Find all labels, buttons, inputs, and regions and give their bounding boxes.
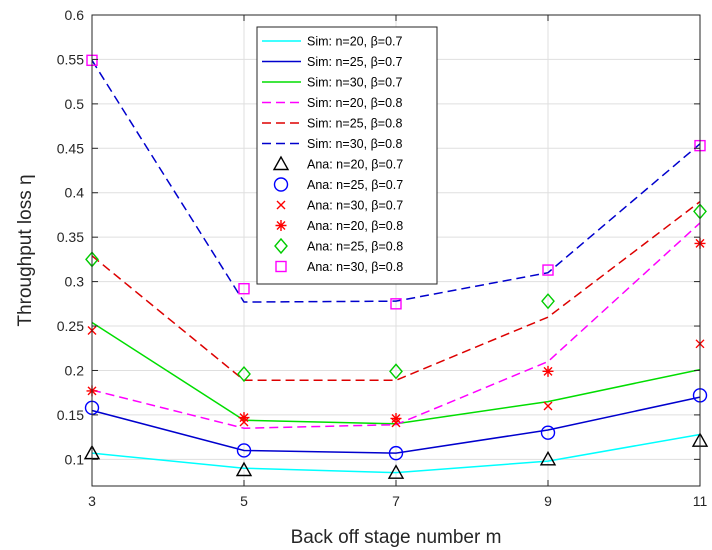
y-tick-label: 0.3	[65, 274, 85, 290]
data-point-11-2	[390, 298, 402, 310]
series-line-3	[91, 222, 701, 429]
data-point-7-1	[236, 443, 252, 458]
legend-entry-0: Sim: n=20, β=0.7	[307, 35, 402, 49]
tick-labels: 3 5 7 9 11 0.1 0.15 0.2 0.25 0.3 0.35 0.4 0.45 0.5 0.5…	[57, 7, 708, 509]
y-tick-label: 0.4	[65, 185, 85, 201]
data-point-11-3	[542, 264, 554, 276]
series-line-4	[91, 201, 701, 381]
data-point-7-3	[540, 425, 556, 440]
legend-swatch-9	[275, 220, 287, 231]
legend-entry-11: Ana: n=30, β=0.8	[307, 260, 403, 274]
series-line-1	[91, 396, 701, 454]
data-point-10-2	[389, 363, 403, 380]
data-point-11-1	[238, 283, 250, 295]
y-tick-label: 0.2	[65, 362, 85, 378]
data-point-9-2	[390, 412, 402, 424]
y-tick-label: 0.25	[57, 318, 84, 334]
x-axis-label: Back off stage number m	[291, 527, 502, 548]
legend-entry-10: Ana: n=25, β=0.8	[307, 240, 403, 254]
legend-swatch-10	[274, 237, 288, 255]
y-tick-label: 0.15	[57, 407, 84, 423]
x-tick-label: 3	[88, 493, 96, 509]
legend-entry-5: Sim: n=30, β=0.8	[307, 137, 402, 151]
data-point-6-2	[387, 464, 405, 479]
data-point-10-3	[541, 293, 555, 310]
data-point-6-3	[539, 450, 557, 466]
y-tick-label: 0.1	[65, 451, 85, 467]
legend-box	[256, 26, 438, 285]
legend-entry-8: Ana: n=30, β=0.7	[307, 199, 403, 213]
y-tick-label: 0.35	[57, 229, 84, 245]
y-tick-label: 0.6	[65, 7, 85, 23]
legend-swatch-7	[273, 177, 289, 192]
legend-entry-3: Sim: n=20, β=0.8	[307, 96, 402, 110]
data-point-10-1	[237, 365, 251, 383]
legend-swatch-11	[275, 260, 287, 273]
axis-ticks	[91, 14, 701, 486]
legend-swatch-8	[276, 200, 286, 210]
y-tick-label: 0.45	[57, 140, 84, 156]
legend-entry-4: Sim: n=25, β=0.8	[307, 117, 402, 131]
x-tick-label: 7	[392, 493, 400, 509]
legend-entry-2: Sim: n=30, β=0.7	[307, 76, 402, 90]
x-tick-label: 11	[693, 493, 708, 509]
y-axis-label: Throughput loss η	[15, 174, 36, 326]
y-tick-label: 0.5	[65, 96, 85, 112]
data-point-6-1	[235, 461, 253, 477]
x-tick-label: 9	[544, 493, 552, 509]
legend-entry-7: Ana: n=25, β=0.7	[307, 178, 403, 192]
data-point-7-2	[388, 445, 404, 461]
data-point-9-1	[238, 412, 250, 424]
legend-entry-6: Ana: n=20, β=0.7	[307, 158, 403, 172]
series-line-5	[91, 59, 701, 303]
data-point-9-3	[542, 365, 554, 377]
legend-entry-9: Ana: n=20, β=0.8	[307, 219, 403, 233]
y-tick-label: 0.55	[57, 51, 84, 67]
x-tick-label: 5	[240, 493, 248, 509]
legend: Sim: n=20, β=0.7 Sim: n=25, β=0.7 Sim: n=3…	[256, 26, 438, 285]
legend-entry-1: Sim: n=25, β=0.7	[307, 55, 402, 69]
legend-swatch-6	[272, 155, 290, 171]
series-line-0	[91, 433, 701, 474]
data-point-8-3	[543, 401, 553, 411]
